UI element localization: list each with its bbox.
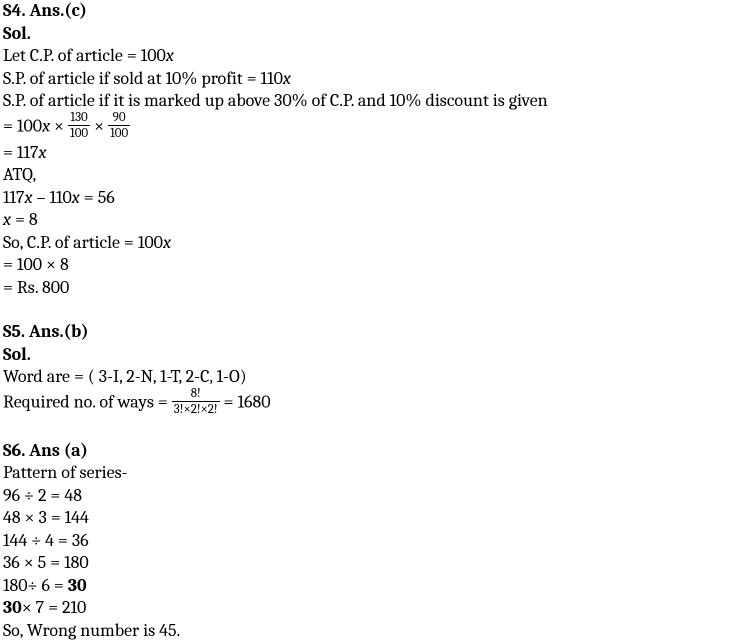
text: 180÷ 6 = (3, 575, 68, 596)
s4-line11: = Rs. 800 (3, 277, 733, 300)
var: x (38, 142, 46, 163)
s4-header: S4. Ans.(c) (3, 0, 733, 23)
text: Required no. of ways = (3, 391, 172, 412)
var: x (163, 232, 171, 253)
s6-line8: So, Wrong number is 45. (3, 620, 733, 642)
text: = 1680 (220, 391, 271, 412)
var: x (166, 45, 174, 66)
denominator: 3!×2!×2! (172, 402, 220, 416)
s6-line3: 48 × 3 = 144 (3, 507, 733, 530)
text: So, C.P. of article = 100 (3, 232, 163, 253)
text: S.P. of article if sold at 10% profit = … (3, 68, 283, 89)
bold-text: 30 (68, 575, 87, 596)
mult: × (90, 115, 108, 136)
text: = 8 (11, 209, 38, 230)
text: = 100 (3, 115, 42, 136)
var: x (72, 187, 80, 208)
s5-sol-label: Sol. (3, 344, 733, 367)
s6-line7: 30× 7 = 210 (3, 597, 733, 620)
s6-line5: 36 × 5 = 180 (3, 552, 733, 575)
s4-line4: = 100x × 130100 × 90100 (3, 113, 733, 142)
text: – 110 (33, 187, 72, 208)
s4-line7: 117x – 110x = 56 (3, 187, 733, 210)
solution-s4: S4. Ans.(c) Sol. Let C.P. of article = 1… (3, 0, 733, 299)
s4-line6: ATQ, (3, 164, 733, 187)
var: x (3, 209, 11, 230)
text: × 7 = 210 (22, 597, 87, 618)
text: = 117 (3, 142, 38, 163)
s5-header: S5. Ans.(b) (3, 321, 733, 344)
s6-line4: 144 ÷ 4 = 36 (3, 530, 733, 553)
bold-text: 30 (3, 597, 22, 618)
s4-line8: x = 8 (3, 209, 733, 232)
numerator: 90 (108, 111, 130, 126)
s5-line1: Word are = ( 3-I, 2-N, 1-T, 2-C, 1-O) (3, 366, 733, 389)
s4-line10: = 100 × 8 (3, 254, 733, 277)
solution-s6: S6. Ans (a) Pattern of series- 96 ÷ 2 = … (3, 440, 733, 642)
fraction: 8!3!×2!×2! (172, 387, 220, 416)
numerator: 130 (68, 111, 90, 126)
mult: × (50, 115, 68, 136)
text: = 56 (80, 187, 115, 208)
text: Let C.P. of article = 100 (3, 45, 166, 66)
var: x (42, 115, 50, 136)
denominator: 100 (68, 126, 90, 140)
var: x (25, 187, 33, 208)
fraction-1: 130100 (68, 111, 90, 140)
text: 117 (3, 187, 25, 208)
s4-line2: S.P. of article if sold at 10% profit = … (3, 68, 733, 91)
s4-line5: = 117x (3, 142, 733, 165)
s4-sol-label: Sol. (3, 23, 733, 46)
s5-line2: Required no. of ways = 8!3!×2!×2! = 1680 (3, 389, 733, 418)
var: x (283, 68, 291, 89)
s6-line1: Pattern of series- (3, 462, 733, 485)
s6-line6: 180÷ 6 = 30 (3, 575, 733, 598)
fraction-2: 90100 (108, 111, 130, 140)
denominator: 100 (108, 126, 130, 140)
s4-line1: Let C.P. of article = 100x (3, 45, 733, 68)
numerator: 8! (172, 387, 220, 402)
s4-line9: So, C.P. of article = 100x (3, 232, 733, 255)
solution-s5: S5. Ans.(b) Sol. Word are = ( 3-I, 2-N, … (3, 321, 733, 418)
s6-line2: 96 ÷ 2 = 48 (3, 485, 733, 508)
s6-header: S6. Ans (a) (3, 440, 733, 463)
